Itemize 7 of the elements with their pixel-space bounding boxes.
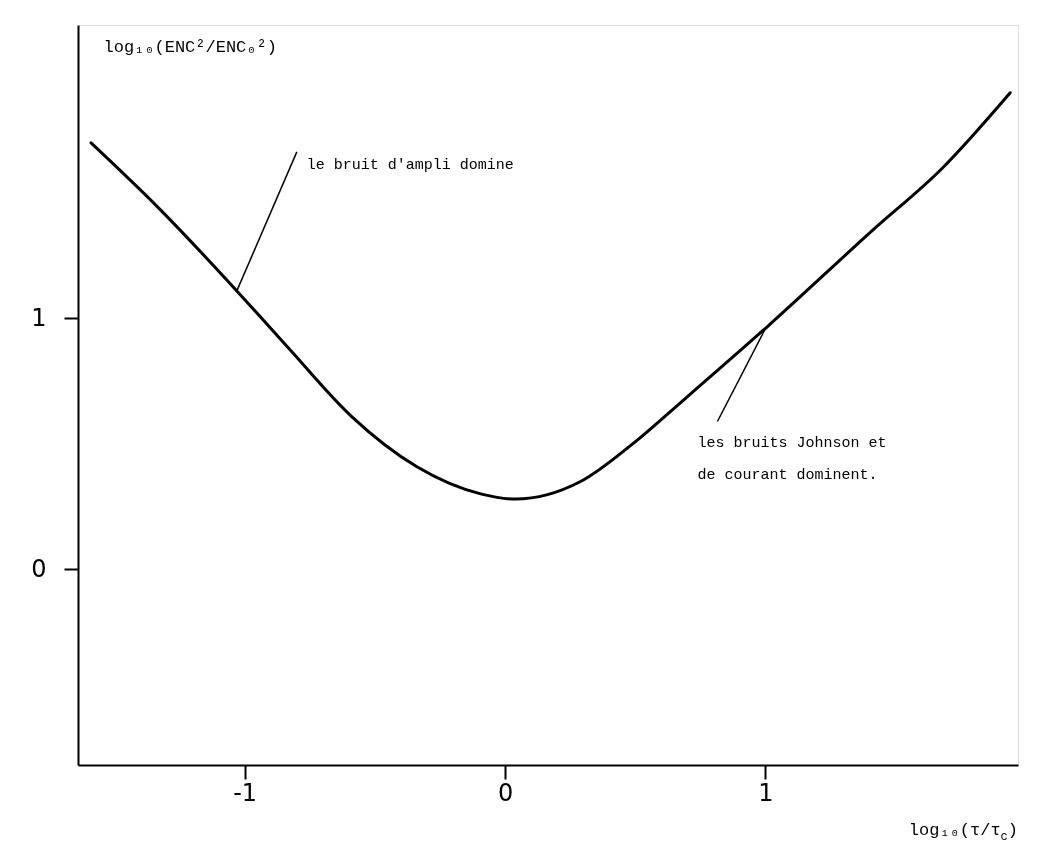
x-tick-label: 0	[497, 778, 514, 807]
annotation: le bruit d'ampli domine	[306, 156, 514, 174]
x-tick-label: 1	[758, 778, 774, 807]
line-series	[89, 91, 1012, 501]
y-axis-title: log₁₀(ENC²/ENC₀²)	[103, 37, 277, 57]
x-tick-label: -1	[233, 778, 258, 807]
annotation: les bruits Johnson et de courant dominent.	[697, 434, 887, 484]
